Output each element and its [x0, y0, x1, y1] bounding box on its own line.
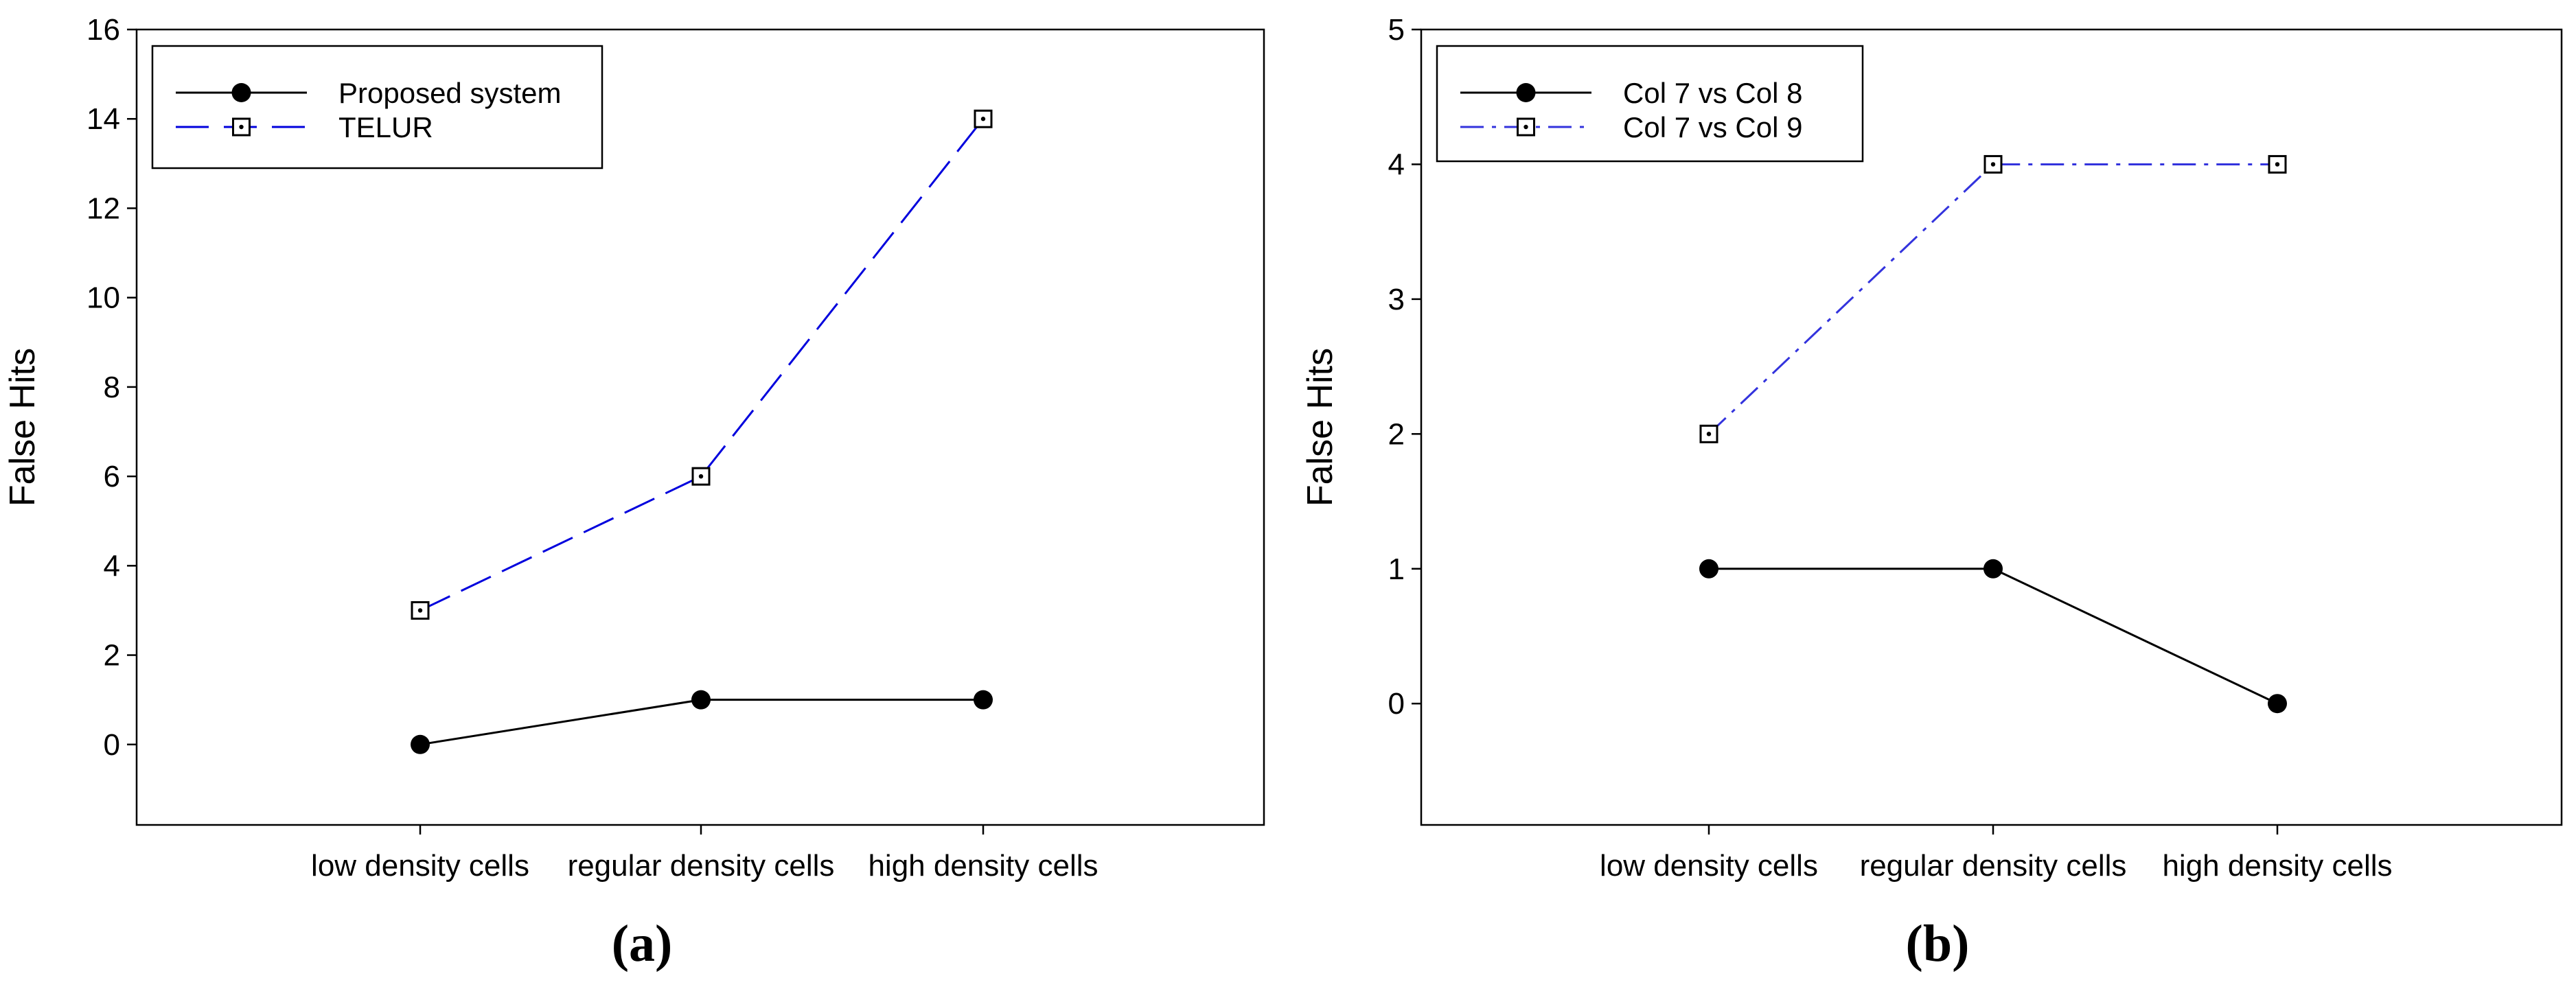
data-point-s0-2 [974, 690, 993, 710]
data-point-s1-1 [1983, 154, 2003, 174]
legend-marker-0 [231, 83, 251, 102]
series-line-1 [1707, 163, 2277, 435]
data-point-s0-1 [691, 690, 711, 710]
data-point-s0-1 [1983, 559, 2003, 579]
data-point-s1-0-dot [1706, 432, 1712, 436]
series-line-1 [419, 118, 985, 611]
legend-marker-0 [1516, 83, 1536, 102]
legend-marker-1 [1517, 117, 1535, 137]
legend-marker-1-box [232, 117, 251, 137]
data-point-s1-0-dot [417, 608, 423, 613]
x-tick-label: regular density cells [568, 849, 835, 883]
y-tick-label: 12 [87, 191, 120, 225]
y-tick-label: 5 [1388, 13, 1405, 47]
data-point-s0-0 [1699, 559, 1718, 579]
data-point-s0-0 [411, 734, 430, 754]
y-tick-label: 0 [1388, 687, 1405, 721]
x-tick-label: high density cells [2162, 849, 2392, 883]
series-line-0 [1709, 568, 2278, 705]
y-tick-label: 10 [87, 281, 120, 315]
data-point-s1-0 [1699, 424, 1718, 443]
data-point-s1-2-dot [2275, 162, 2280, 167]
y-tick-label: 0 [104, 728, 120, 762]
data-point-s1-0-box [1699, 424, 1718, 443]
panel-label: (b) [1906, 915, 1970, 972]
legend-box [151, 45, 603, 170]
data-point-s1-1-dot [698, 474, 704, 479]
data-point-s1-0 [411, 601, 430, 620]
data-point-s1-2-dot [980, 117, 986, 121]
y-tick-label: 4 [104, 549, 120, 583]
y-axis-label: False Hits [1300, 348, 1340, 506]
y-tick-label: 3 [1388, 283, 1405, 316]
legend-marker-1-dot [1523, 124, 1528, 130]
data-point-s1-1 [691, 467, 711, 486]
x-tick-label: regular density cells [1860, 849, 2127, 883]
legend-label-1: Col 7 vs Col 9 [1623, 111, 1802, 143]
y-tick-label: 14 [87, 102, 120, 136]
x-tick-label: low density cells [1600, 849, 1818, 883]
y-tick-label: 4 [1388, 148, 1405, 181]
x-tick-label: low density cells [311, 849, 529, 883]
legend-marker-1 [232, 117, 251, 137]
y-tick-label: 8 [104, 371, 120, 404]
y-tick-label: 2 [1388, 417, 1405, 451]
y-tick-label: 2 [104, 639, 120, 673]
legend-box [1436, 45, 1864, 163]
x-tick-label: high density cells [868, 849, 1098, 883]
plot-frame [1420, 28, 2563, 826]
y-tick-label: 6 [104, 460, 120, 493]
legend-marker-1-dot [239, 124, 244, 130]
data-point-s1-2 [2268, 154, 2287, 174]
chart-panel-a: 0 2 4 6 8 10 12 14 16 low density cells regular de… [3, 13, 1265, 972]
data-point-s1-2-box [2268, 154, 2287, 174]
chart-panel-b: 0 1 2 3 4 5 low density cells regular density c… [1300, 13, 2563, 972]
y-tick-label: 1 [1388, 552, 1405, 586]
legend-label-0: Proposed system [338, 77, 561, 109]
data-point-s0-2 [2268, 694, 2287, 714]
legend-label-1: TELUR [338, 111, 433, 143]
data-point-s1-1-dot [1990, 162, 1996, 167]
data-point-s1-2 [974, 109, 993, 128]
y-axis-label: False Hits [3, 348, 43, 506]
y-tick-label: 16 [87, 13, 120, 47]
panel-label: (a) [612, 915, 673, 972]
legend-label-0: Col 7 vs Col 8 [1623, 77, 1802, 109]
